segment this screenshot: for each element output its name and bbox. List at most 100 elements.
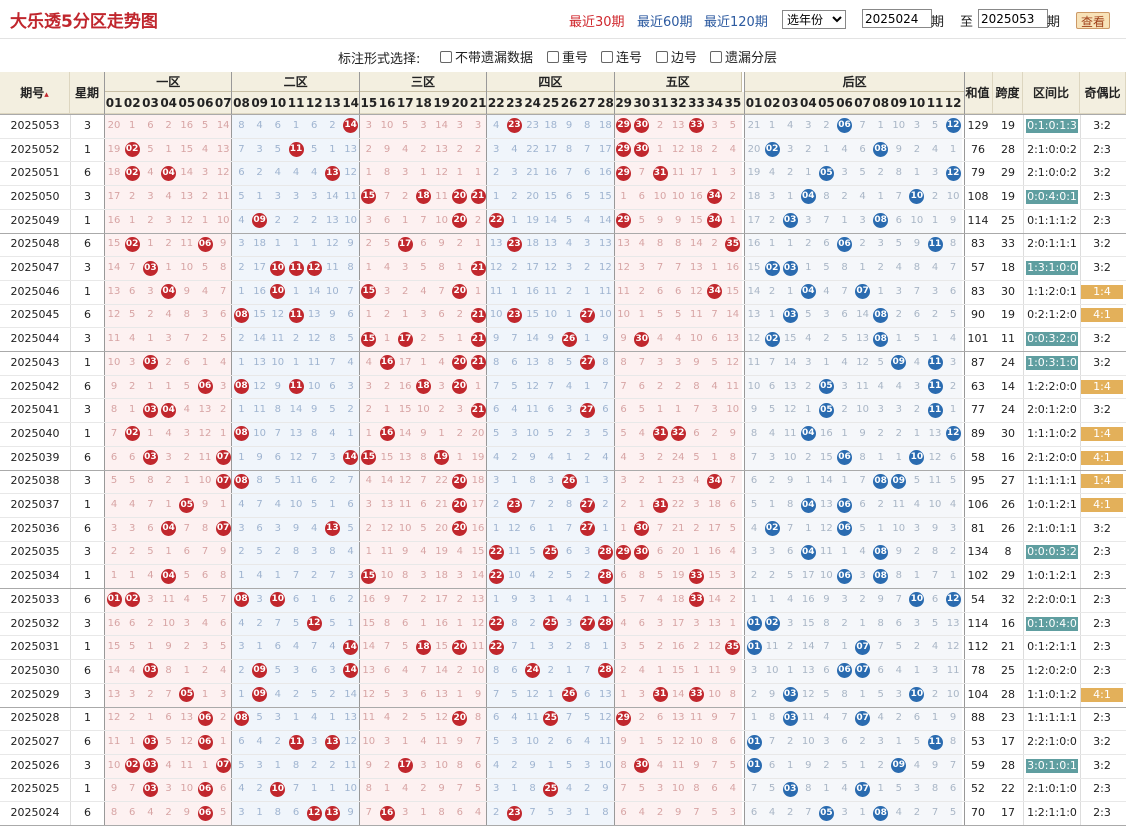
zone-separator [486, 72, 488, 825]
front-miss-value: 2 [420, 333, 427, 345]
back-miss-value: 5 [823, 688, 830, 700]
front-miss-value: 19 [526, 214, 539, 226]
front-ball: 20 [452, 213, 468, 229]
back-miss-value: 20 [747, 143, 761, 155]
start-issue-input[interactable] [862, 9, 932, 28]
recent-60-link[interactable]: 最近60期 [637, 15, 693, 30]
front-miss-value: 15 [362, 617, 376, 629]
issue-header[interactable]: 期号▴ [0, 72, 70, 114]
zone-separator [964, 72, 966, 825]
front-miss-value: 18 [107, 167, 121, 179]
front-ball: 04 [161, 521, 177, 537]
front-miss-value: 15 [380, 451, 394, 463]
back-miss-value: 1 [913, 570, 921, 582]
front-miss-value: 4 [220, 664, 227, 676]
back-miss-value: 15 [783, 333, 797, 345]
front-ball: 35 [725, 236, 741, 252]
front-miss-value: 5 [511, 380, 518, 392]
front-miss-value: 4 [511, 712, 518, 724]
front-miss-value: 8 [602, 807, 609, 819]
front-miss-value: 6 [329, 380, 336, 392]
front-miss-value: 5 [256, 712, 263, 724]
miss-layer-checkbox[interactable] [710, 51, 722, 63]
front-miss-value: 11 [253, 404, 266, 416]
issue-cell: 2025034 [10, 569, 60, 583]
front-miss-value: 11 [599, 285, 612, 297]
repeat-checkbox[interactable] [547, 51, 559, 63]
front-miss-value: 2 [638, 285, 645, 297]
back-ball: 08 [873, 568, 889, 584]
front-ball: 19 [434, 450, 450, 466]
front-miss-value: 1 [602, 641, 609, 653]
odd-even-cell: 4:1 [1081, 687, 1123, 702]
front-miss-value: 3 [256, 759, 263, 771]
front-miss-value: 3 [474, 119, 482, 131]
back-miss-value: 15 [801, 617, 815, 629]
repeat-option[interactable]: 重号 [547, 47, 588, 66]
span-cell: 22 [1001, 782, 1015, 796]
front-miss-value: 2 [602, 499, 609, 511]
back-ball: 11 [927, 379, 943, 395]
front-miss-value: 8 [656, 238, 664, 250]
front-ball: 21 [470, 189, 486, 205]
back-miss-value: 1 [787, 238, 794, 250]
miss-layer-option[interactable]: 遗漏分层 [710, 47, 777, 66]
no-miss-checkbox[interactable] [440, 51, 452, 63]
back-miss-value: 2 [931, 190, 939, 202]
no-miss-option[interactable]: 不带遗漏数据 [440, 47, 533, 66]
back-miss-value: 6 [949, 451, 957, 463]
front-miss-value: 4 [620, 451, 627, 463]
end-issue-input[interactable] [978, 9, 1048, 28]
back-miss-value: 14 [820, 475, 833, 487]
front-miss-value: 18 [690, 143, 703, 155]
sort-arrow-icon[interactable]: ▴ [44, 90, 49, 100]
front-miss-value: 13 [708, 617, 721, 629]
front-miss-value: 6 [129, 285, 136, 297]
row-divider [0, 753, 1126, 755]
back-miss-value: 7 [823, 214, 830, 226]
front-miss-value: 3 [675, 356, 682, 368]
front-ball: 23 [506, 805, 522, 821]
front-miss-value: 2 [329, 688, 336, 700]
back-ball: 02 [764, 331, 780, 347]
front-miss-value: 5 [420, 712, 427, 724]
row-divider [0, 611, 1126, 613]
front-miss-value: 2 [729, 190, 736, 202]
back-miss-value: 6 [859, 143, 866, 155]
back-ball: 06 [837, 568, 852, 584]
back-miss-value: 8 [895, 570, 902, 582]
front-miss-value: 12 [708, 641, 721, 653]
front-miss-value: 14 [435, 119, 448, 131]
edge-checkbox[interactable] [656, 51, 668, 63]
recent-30-link[interactable]: 最近30期 [569, 15, 625, 30]
recent-120-link[interactable]: 最近120期 [704, 15, 768, 30]
edge-option[interactable]: 边号 [656, 47, 697, 66]
back-miss-value: 1 [768, 238, 776, 250]
back-miss-value: 7 [750, 451, 758, 463]
front-miss-value: 13 [344, 143, 357, 155]
front-miss-value: 8 [456, 759, 463, 771]
front-number-header: 23 [506, 96, 523, 110]
front-miss-value: 6 [638, 190, 645, 202]
front-miss-value: 1 [311, 783, 318, 795]
front-miss-value: 5 [620, 427, 627, 439]
year-select[interactable]: 选年份 [782, 10, 846, 29]
front-miss-value: 3 [129, 688, 136, 700]
back-miss-value: 2 [913, 641, 921, 653]
front-number-header: 07 [214, 96, 232, 110]
front-miss-value: 2 [292, 688, 300, 700]
consecutive-option[interactable]: 连号 [601, 47, 642, 66]
back-miss-value: 5 [787, 570, 794, 582]
front-miss-value: 2 [711, 238, 718, 250]
back-ball: 06 [837, 450, 852, 466]
back-ball: 04 [800, 284, 816, 300]
view-button[interactable]: 查看 [1076, 12, 1110, 29]
front-miss-value: 17 [671, 617, 685, 629]
front-miss-value: 13 [198, 404, 212, 416]
front-miss-value: 4 [402, 783, 409, 795]
consecutive-checkbox[interactable] [601, 51, 613, 63]
front-miss-value: 2 [238, 333, 245, 345]
front-miss-value: 2 [165, 238, 172, 250]
front-miss-value: 6 [474, 759, 482, 771]
front-miss-value: 5 [292, 617, 300, 629]
